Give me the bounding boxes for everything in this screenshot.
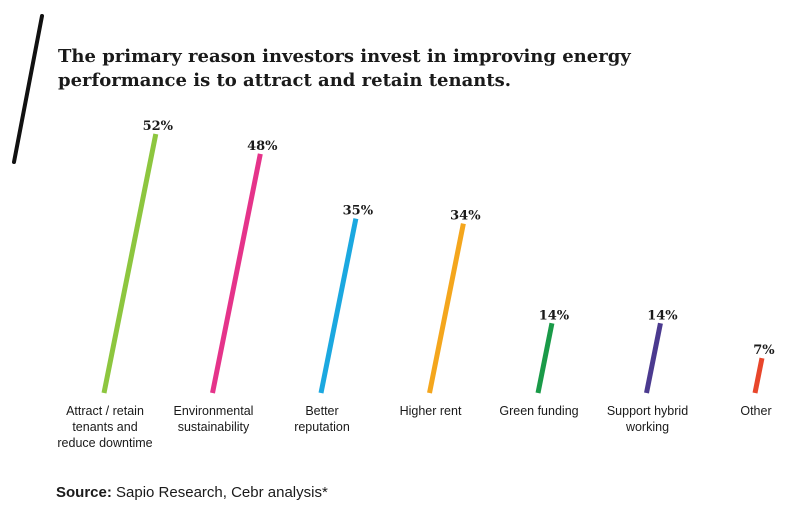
category-label-3: Higher rent xyxy=(400,404,462,418)
value-label-5: 14% xyxy=(647,308,678,323)
category-label-4-line-0: Green funding xyxy=(499,404,578,418)
source-text: Sapio Research, Cebr analysis* xyxy=(111,484,328,501)
category-label-5-line-1: working xyxy=(625,420,669,434)
value-labels-group: 52% 48% 35% 34% 14% 14% 7% xyxy=(143,119,776,358)
category-label-0-line-0: Attract / retain xyxy=(66,404,144,418)
value-label-2: 35% xyxy=(343,204,374,219)
bar-1 xyxy=(210,153,263,394)
bar-4 xyxy=(535,322,555,394)
source-note: Source: Sapio Research, Cebr analysis* xyxy=(56,484,328,501)
bar-0 xyxy=(101,133,159,394)
category-label-0-line-2: reduce downtime xyxy=(57,436,152,450)
value-label-1: 48% xyxy=(247,139,278,154)
category-label-0-line-1: tenants and xyxy=(72,420,137,434)
category-label-2-line-1: reputation xyxy=(294,420,350,434)
category-label-1-line-1: sustainability xyxy=(178,420,250,434)
category-label-3-line-0: Higher rent xyxy=(400,404,462,418)
value-label-0: 52% xyxy=(143,119,174,134)
source-label: Source: xyxy=(56,484,112,501)
value-label-6: 7% xyxy=(753,343,775,358)
chart-title-line-1: The primary reason investors invest in i… xyxy=(58,46,631,67)
category-label-6: Other xyxy=(740,404,771,418)
accent-slash xyxy=(12,14,44,164)
category-label-1: Environmental sustainability xyxy=(174,404,254,434)
chart-title-line-2: performance is to attract and retain ten… xyxy=(58,70,511,91)
category-label-1-line-0: Environmental xyxy=(174,404,254,418)
bar-2 xyxy=(318,218,359,394)
category-label-5: Support hybrid working xyxy=(607,404,688,434)
category-label-0: Attract / retain tenants and reduce downti… xyxy=(57,404,152,450)
category-labels-group: Attract / retain tenants and reduce downti… xyxy=(57,404,771,450)
chart-title: The primary reason investors invest in i… xyxy=(58,46,637,91)
value-label-3: 34% xyxy=(450,209,481,224)
category-label-6-line-0: Other xyxy=(740,404,771,418)
value-label-4: 14% xyxy=(539,308,570,323)
bar-5 xyxy=(644,322,663,394)
category-label-2: Better reputation xyxy=(294,404,350,434)
category-label-2-line-0: Better xyxy=(305,404,338,418)
chart: The primary reason investors invest in i… xyxy=(12,14,776,450)
bars-group xyxy=(101,133,765,394)
bar-3 xyxy=(427,223,466,394)
category-label-4: Green funding xyxy=(499,404,578,418)
category-label-5-line-0: Support hybrid xyxy=(607,404,688,418)
bar-6 xyxy=(752,357,765,394)
